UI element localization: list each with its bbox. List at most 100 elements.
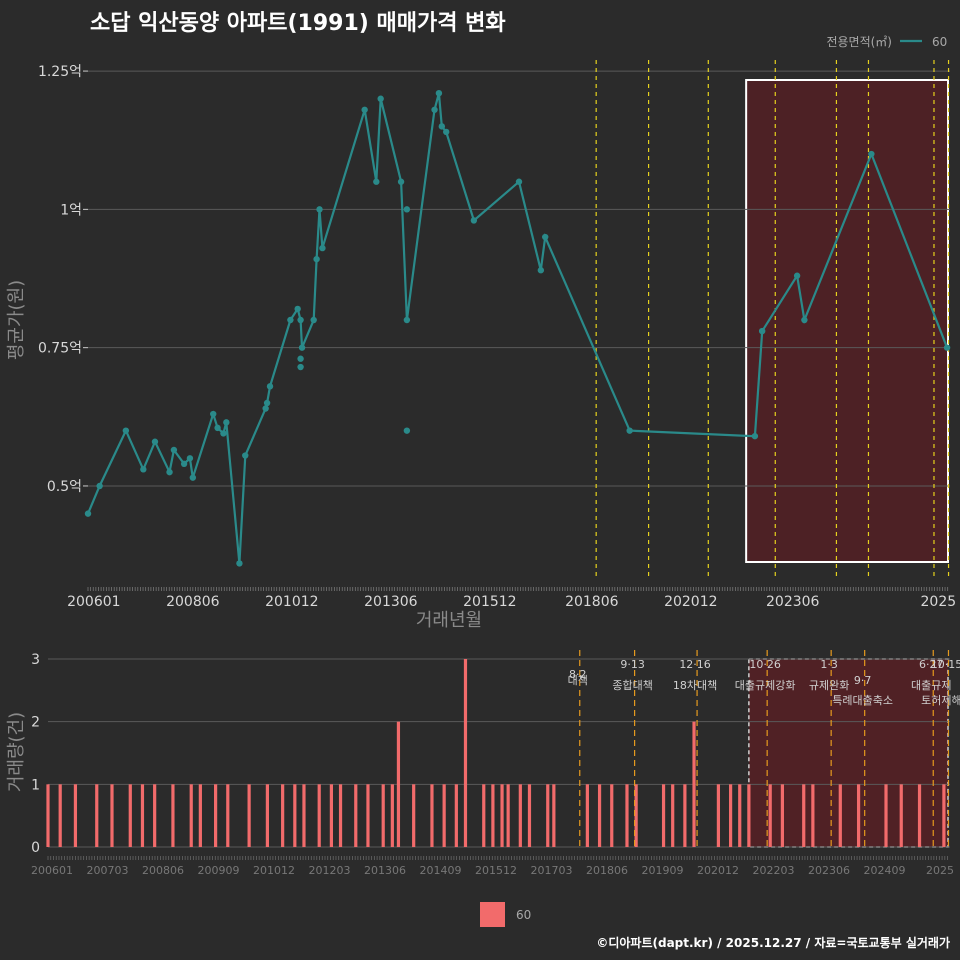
policy-date-label: 1·3 (820, 658, 838, 671)
legend-entry: 60 (516, 908, 531, 922)
policy-name-label: 대출규제 (911, 679, 951, 692)
policy-name-label: 규제완화 (809, 679, 849, 692)
bar (354, 784, 358, 847)
bar (463, 659, 468, 847)
data-point (751, 432, 759, 440)
y-tick-label: 3 (31, 652, 40, 668)
data-point (758, 327, 766, 335)
bar (317, 784, 321, 847)
bar (811, 784, 815, 847)
data-point (626, 427, 633, 434)
x-tick-label: 201306 (364, 594, 418, 610)
x-tick-label: 200806 (142, 864, 184, 877)
x-tick-label: 200806 (166, 594, 220, 610)
data-point (297, 316, 304, 324)
x-tick-label: 202203 (753, 864, 795, 877)
data-point (122, 427, 130, 434)
legend-title: 전용면적(㎡) (826, 35, 892, 49)
y-tick-label: 1 (31, 777, 40, 793)
data-point (377, 95, 384, 102)
policy-date-label: 6·27 (919, 658, 944, 671)
data-point (214, 424, 221, 432)
bar (198, 784, 202, 847)
y-tick-label: 1억 (60, 202, 82, 218)
bar (917, 784, 922, 847)
x-tick-label: 201512 (463, 594, 516, 610)
data-point (186, 455, 194, 462)
y-tick-label: 0.75억 (38, 341, 82, 357)
bar (884, 784, 888, 847)
x-tick-label: 202012 (697, 864, 739, 877)
x-tick-label: 201012 (265, 594, 318, 610)
data-point (180, 460, 188, 468)
outlier-point (403, 427, 411, 434)
bar (692, 721, 696, 847)
bar (58, 784, 62, 847)
data-point (316, 206, 323, 213)
data-point (442, 128, 450, 136)
data-point (793, 272, 801, 279)
data-point (263, 399, 271, 407)
bar (46, 784, 50, 847)
data-point (166, 468, 173, 476)
x-tick-label: 201012 (253, 864, 295, 877)
credit: ©디아파트(dapt.kr) / 2025.12.27 / 자료=국토교통부 실… (596, 935, 950, 950)
data-point (170, 446, 178, 454)
y-tick-label: 0 (31, 840, 40, 856)
bar (293, 784, 297, 847)
policy-name-label: 대책 (568, 674, 588, 687)
outlier-point (297, 363, 304, 371)
bar (95, 784, 99, 847)
bar (942, 784, 946, 847)
bar (442, 784, 446, 847)
data-point (801, 316, 808, 324)
bar (683, 784, 687, 847)
policy-name-label: 토허제해제 (921, 693, 960, 707)
data-point (298, 344, 306, 351)
x-tick-label: 201512 (475, 864, 517, 877)
policy-name-label: 종합대책 (612, 679, 652, 692)
bar (153, 784, 157, 847)
data-point (403, 316, 411, 324)
bar (738, 784, 742, 847)
data-point (220, 430, 227, 437)
data-point (373, 178, 380, 185)
bar (500, 784, 504, 847)
bar (265, 784, 270, 847)
bar (214, 784, 218, 847)
y-tick-label: 0.5억 (47, 479, 82, 495)
bar (518, 784, 522, 847)
bar (634, 784, 638, 847)
x-axis-title: 거래년월 (416, 610, 482, 631)
bar (899, 784, 903, 847)
data-point (470, 217, 478, 224)
x-tick-label: 201806 (565, 594, 619, 610)
bar (430, 784, 434, 847)
bar (247, 784, 251, 847)
chart-title: 소답 익산동양 아파트(1991) 매매가격 변화 (90, 11, 506, 36)
bar (412, 784, 416, 847)
policy-name-label: 대출규제강화 (735, 679, 796, 692)
x-tick-label: 201306 (364, 864, 406, 877)
x-tick-label: 201703 (531, 864, 573, 877)
bar (73, 784, 78, 847)
bar (585, 784, 589, 847)
data-point (287, 316, 294, 324)
data-point (361, 106, 368, 113)
outlier-point (297, 355, 304, 362)
x-tick-label: 202409 (864, 864, 906, 877)
bar (780, 784, 784, 847)
bar (610, 784, 614, 847)
bar (226, 784, 230, 847)
data-point (537, 267, 545, 274)
y-tick-label: 2 (31, 715, 40, 731)
data-point (313, 255, 320, 263)
highlight-region (745, 79, 949, 563)
bar (747, 784, 751, 847)
bar (546, 784, 550, 847)
bar (396, 721, 401, 847)
bar (140, 784, 145, 847)
x-tick-label: 200909 (198, 864, 240, 877)
data-point (189, 474, 197, 481)
